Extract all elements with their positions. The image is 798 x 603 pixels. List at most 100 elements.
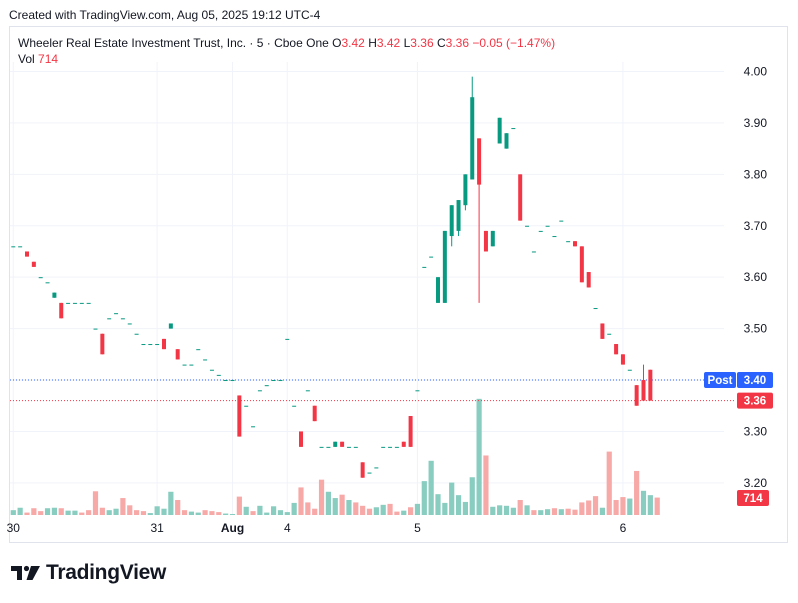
candle-body [531,251,536,253]
candle-body [155,344,160,346]
volume-bar [442,502,448,515]
candle [456,200,461,237]
candle-body [175,349,180,360]
candle [305,390,310,392]
candle-body [292,405,297,407]
candle [141,344,146,346]
time-axis: 30 31 Aug 4 5 6 [7,521,627,535]
volume-bar [216,512,222,515]
volume-bar [366,508,373,515]
volume-bar [312,508,318,515]
volume-bar [38,511,44,515]
candle [127,323,132,325]
volume-bar [339,494,345,515]
candle [620,354,625,365]
candle [586,272,591,288]
candle-body [442,230,447,303]
volume-bar [72,510,78,515]
volume-bar [120,498,126,515]
candle-body [25,251,29,257]
candle-body [230,380,235,382]
candle [408,416,413,447]
candle-body [449,205,454,237]
candle [422,266,427,268]
candle-body [271,380,276,382]
volume-bar [229,514,236,515]
candle [559,220,564,222]
candle [470,76,475,180]
candle-body [648,369,653,401]
candle [79,302,84,304]
candle-body [333,441,338,447]
candle [511,128,516,130]
candle-body [223,380,228,382]
volume-bars [10,398,660,515]
candle [120,318,125,320]
candle [326,446,331,448]
candle-body [244,405,249,407]
chart-frame [9,26,788,543]
post-price-badge [737,372,773,389]
candle [11,246,16,248]
volume-badge [737,490,769,506]
candle-body [525,225,530,227]
candle [333,441,338,447]
candle [394,446,399,448]
candle-body [394,446,399,448]
candle [607,333,612,335]
candle-body [353,446,358,448]
price-badges: Post 3.40 3.36 714 [704,372,773,506]
close-label: C [436,36,446,50]
candle-body [278,380,283,382]
tradingview-wordmark: TradingView [46,561,167,584]
volume-bar [414,503,421,515]
volume-bar [380,504,386,515]
candles [11,76,653,478]
volume-bar [627,498,633,515]
candle [59,302,64,319]
candle-body [511,128,516,130]
candle [346,446,351,448]
volume-bar [360,505,366,515]
candle [504,133,509,149]
candle [374,467,379,469]
candle [175,349,180,360]
volume-label: Vol [18,52,35,66]
candle [538,230,543,232]
y-tick-label: 3.20 [744,476,768,490]
volume-bar [31,508,37,515]
candle-body [120,318,125,320]
volume-bar [387,503,393,515]
candle-body [216,374,221,376]
candle-body [593,308,598,310]
reference-lines [10,379,735,402]
volume-bar [236,496,242,515]
candle-body [518,174,523,221]
candle-body [627,369,632,371]
volume-bar [373,507,379,515]
caption: Created with TradingView.com, Aug 05, 20… [9,8,321,22]
candle [299,431,303,447]
candle-body [566,241,571,243]
legend-line-price: Wheeler Real Estate Investment Trust, In… [18,35,555,51]
candle [490,230,495,247]
candle [319,446,324,448]
volume-bar [209,511,215,515]
y-tick-label: 3.70 [744,219,768,233]
candle [360,462,365,478]
candle [593,308,598,310]
volume-bar [154,506,160,515]
volume-bar [113,508,119,515]
candle-body [620,354,625,365]
candle [100,333,105,355]
candle [436,277,440,303]
candle-body [401,441,406,447]
volume-bar [24,512,30,515]
candle [463,174,468,211]
volume-bar [558,509,564,515]
volume-bar [613,499,619,515]
candle-body [490,230,495,247]
candle [189,364,194,366]
volume-bar [175,499,181,515]
